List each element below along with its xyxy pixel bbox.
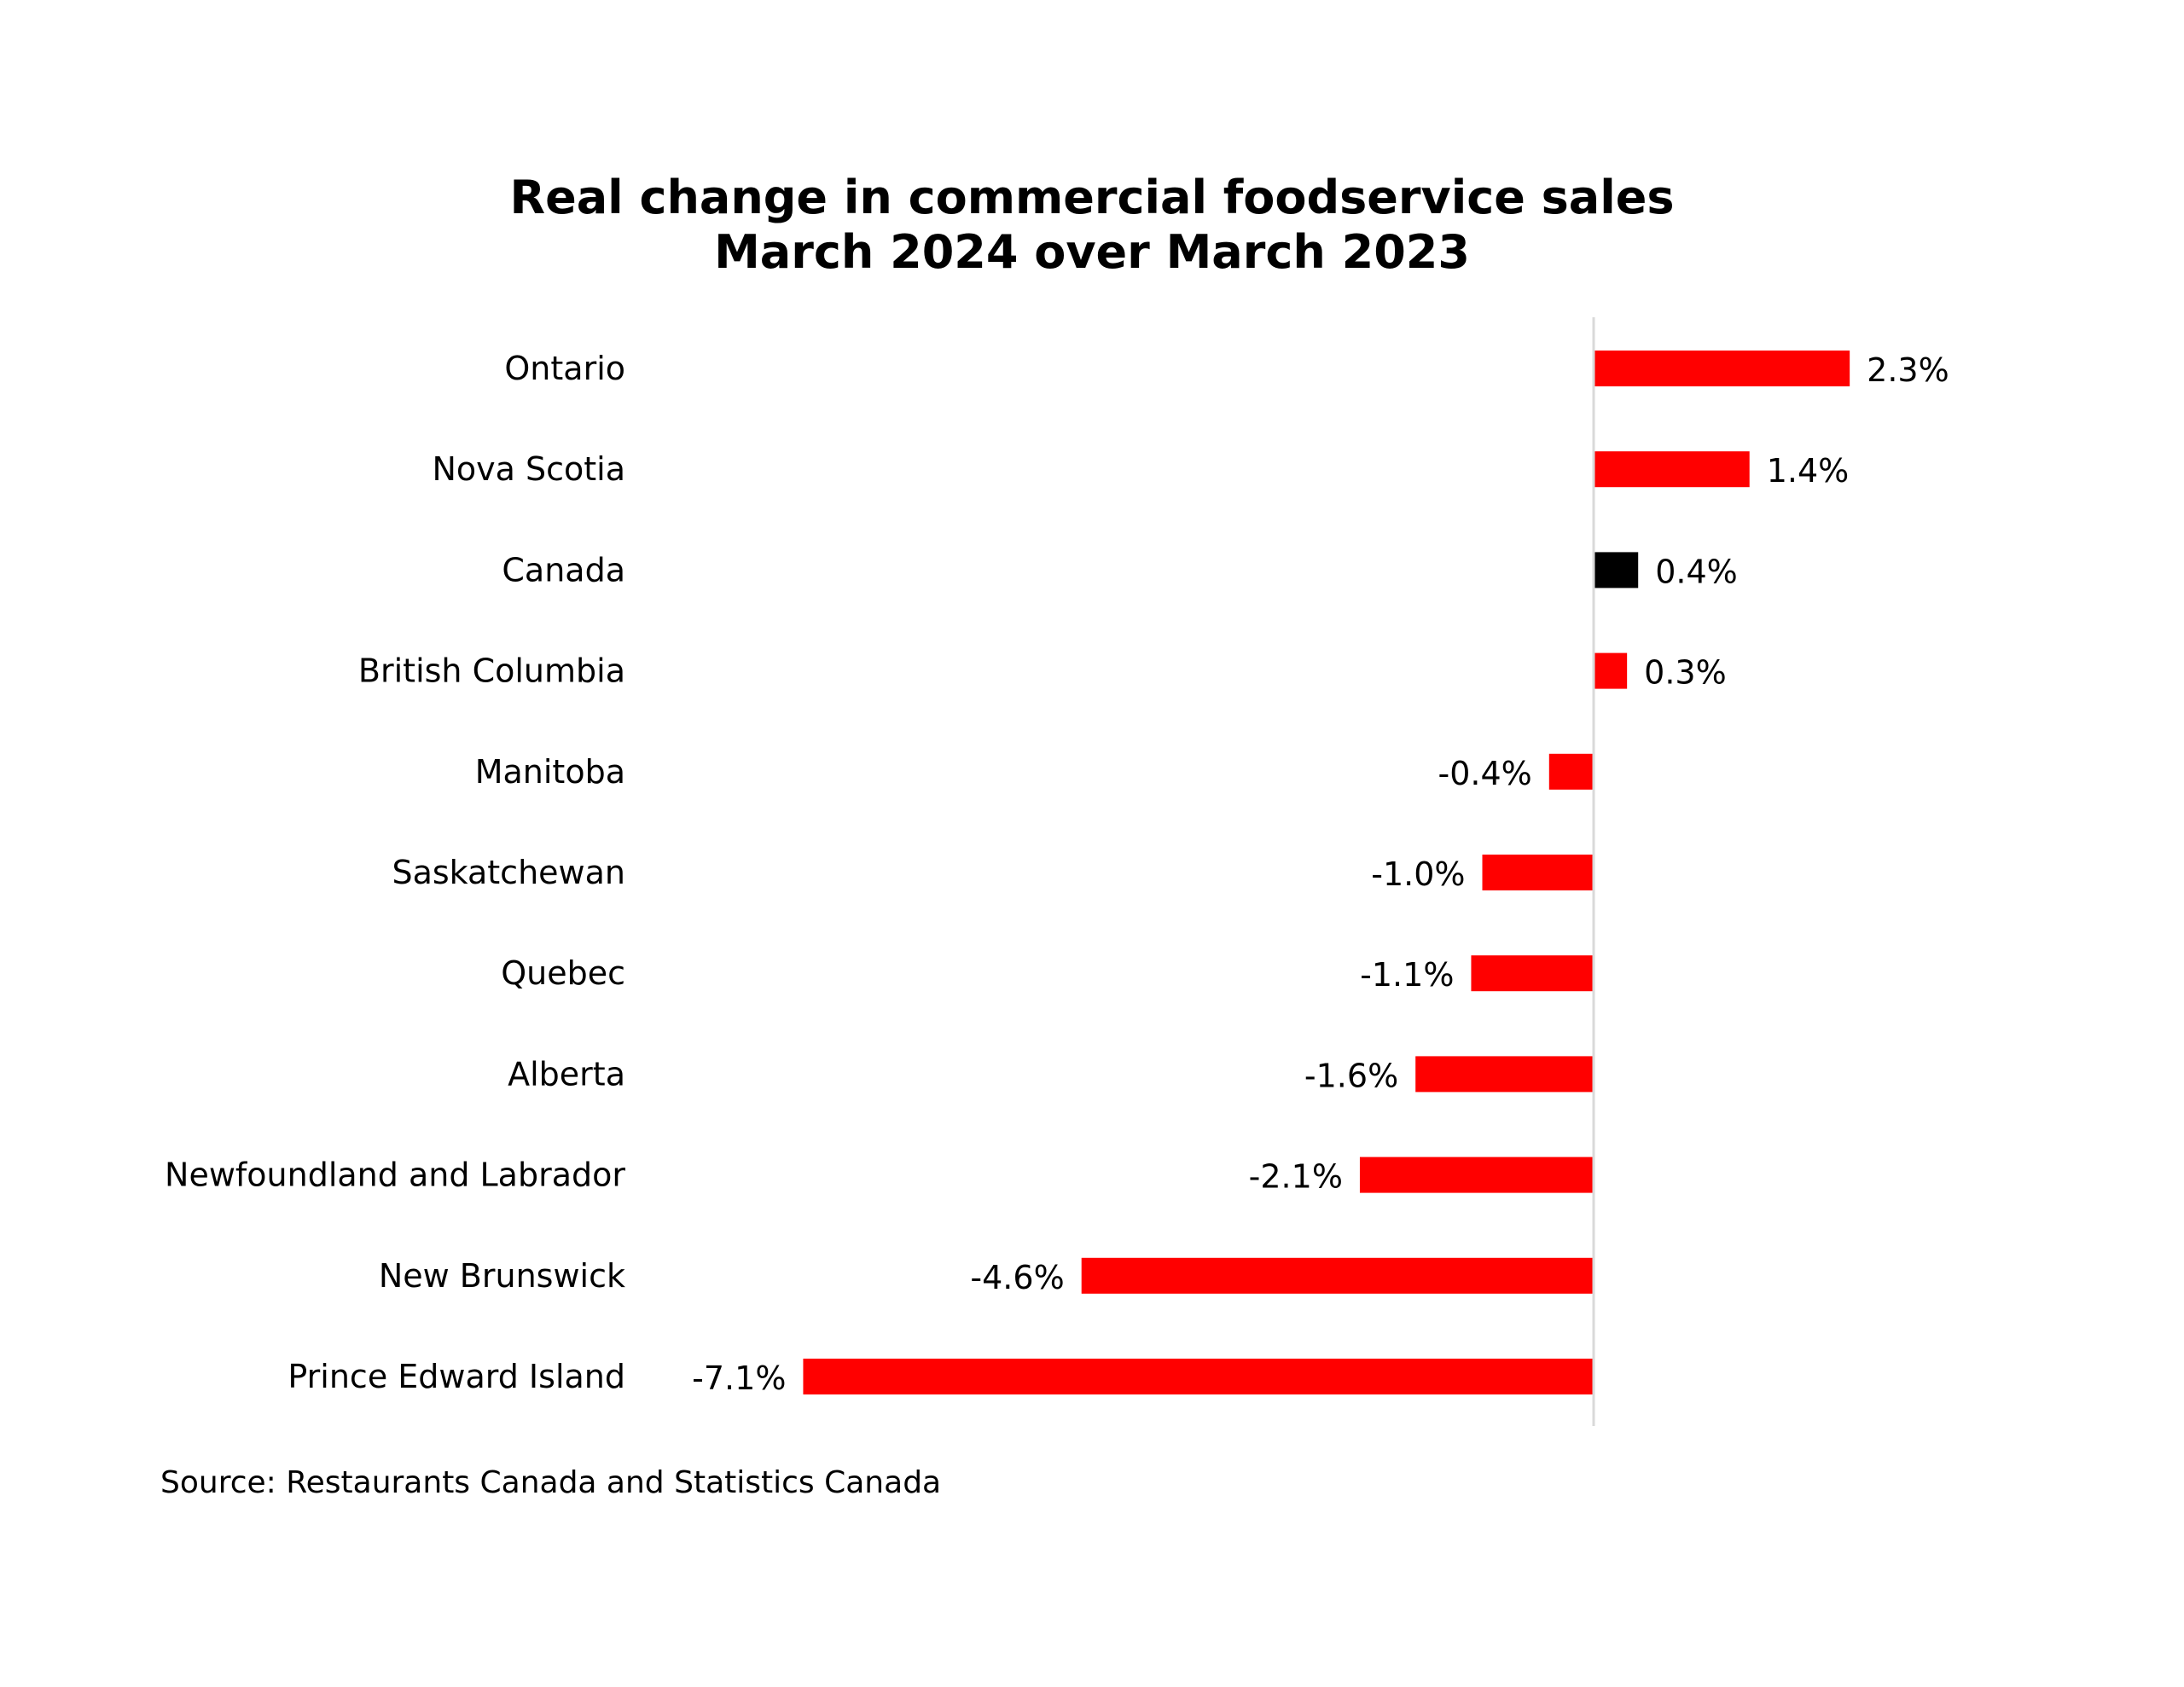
category-label: British Columbia: [358, 652, 625, 690]
data-label: -0.4%: [1438, 755, 1532, 792]
data-label: 0.4%: [1655, 553, 1738, 590]
data-label: 0.3%: [1644, 654, 1727, 692]
data-label: 1.4%: [1767, 452, 1850, 490]
category-label: Alberta: [508, 1055, 625, 1093]
data-label: 2.3%: [1867, 351, 1949, 389]
data-label: -4.6%: [970, 1259, 1064, 1296]
bar: [1471, 955, 1594, 992]
category-label: Manitoba: [475, 753, 625, 791]
bar: [1359, 1157, 1594, 1193]
bar: [1482, 855, 1594, 890]
category-label: Nova Scotia: [432, 450, 625, 488]
category-label: Canada: [502, 551, 625, 588]
category-label: Newfoundland and Labrador: [165, 1157, 625, 1194]
category-label: Prince Edward Island: [288, 1358, 625, 1395]
bars-layer: [803, 351, 1850, 1394]
category-label: New Brunswick: [379, 1257, 625, 1295]
chart-subtitle: March 2024 over March 2023: [714, 225, 1470, 279]
category-label: Ontario: [504, 350, 625, 387]
bar: [1415, 1056, 1594, 1093]
source-note: Source: Restaurants Canada and Statistic…: [160, 1465, 942, 1500]
data-label: -2.1%: [1249, 1158, 1343, 1196]
chart-title: Real change in commercial foodservice sa…: [509, 171, 1675, 224]
bar: [1594, 652, 1628, 689]
bar: [1594, 552, 1639, 588]
category-label: Quebec: [501, 954, 625, 992]
bar: [1548, 753, 1594, 790]
bar: [1081, 1257, 1594, 1294]
labels-layer: Ontario 2.3% Nova Scotia 1.4% Canada 0.4% Brit…: [165, 350, 1949, 1397]
data-label: -1.1%: [1360, 956, 1454, 994]
bar: [803, 1359, 1594, 1394]
data-label: -7.1%: [692, 1359, 786, 1397]
category-label: Saskatchewan: [392, 854, 625, 891]
bar: [1594, 351, 1850, 386]
bar: [1594, 451, 1750, 488]
data-label: -1.6%: [1304, 1057, 1398, 1094]
data-label: -1.0%: [1371, 855, 1465, 893]
